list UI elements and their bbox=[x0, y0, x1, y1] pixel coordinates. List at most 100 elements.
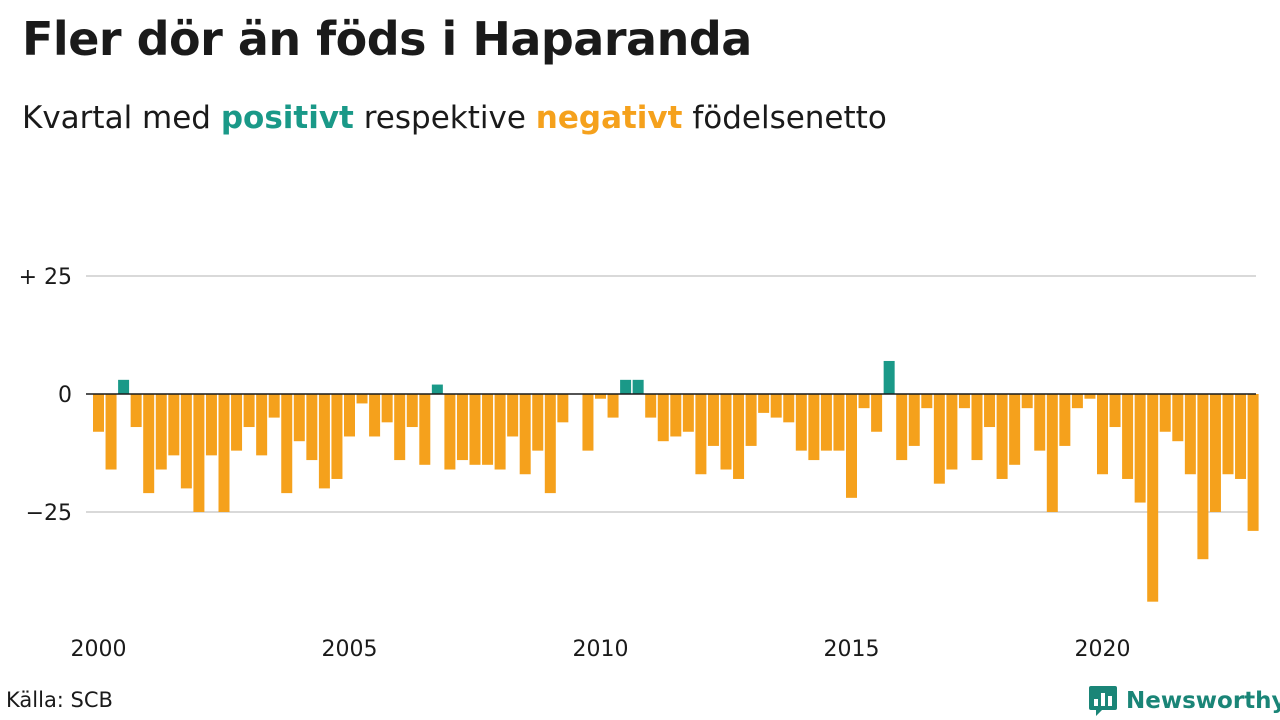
brand-name: Newsworthy bbox=[1126, 688, 1280, 714]
y-tick-labels: + 25 0 −25 bbox=[19, 265, 72, 526]
bar bbox=[431, 384, 443, 394]
bars bbox=[93, 360, 1259, 602]
bar bbox=[770, 394, 782, 418]
bar bbox=[356, 394, 368, 404]
bar bbox=[758, 394, 770, 413]
x-tick-label: 2000 bbox=[71, 637, 127, 662]
bar bbox=[231, 394, 243, 451]
x-tick-label: 2015 bbox=[824, 637, 880, 662]
bar bbox=[482, 394, 494, 465]
bar bbox=[820, 394, 832, 451]
bar bbox=[155, 394, 167, 470]
bar bbox=[645, 394, 657, 418]
bar bbox=[657, 394, 669, 442]
bar bbox=[243, 394, 255, 428]
bar bbox=[971, 394, 983, 461]
bar bbox=[118, 379, 130, 394]
bar bbox=[1147, 394, 1159, 602]
brand-logo: Newsworthy bbox=[1088, 684, 1280, 718]
bar bbox=[984, 394, 996, 428]
bar bbox=[205, 394, 217, 456]
bar bbox=[745, 394, 757, 446]
x-tick-label: 2020 bbox=[1075, 637, 1131, 662]
bar bbox=[1046, 394, 1058, 512]
bar bbox=[1184, 394, 1196, 475]
bar bbox=[682, 394, 694, 432]
bar bbox=[130, 394, 142, 428]
bar bbox=[306, 394, 318, 461]
bar bbox=[344, 394, 355, 437]
subtitle-middle: respektive bbox=[353, 100, 536, 136]
bar bbox=[281, 394, 293, 494]
bar bbox=[908, 394, 920, 446]
bar bbox=[871, 394, 883, 432]
bar bbox=[469, 394, 481, 465]
bar bbox=[1159, 394, 1171, 432]
bar bbox=[557, 394, 569, 423]
bar bbox=[1021, 394, 1033, 409]
bar bbox=[381, 394, 393, 423]
bar bbox=[293, 394, 305, 442]
subtitle-suffix: födelsenetto bbox=[682, 100, 887, 136]
bar bbox=[519, 394, 531, 475]
x-tick-label: 2005 bbox=[322, 637, 378, 662]
y-tick-label: −25 bbox=[26, 501, 72, 526]
gridlines bbox=[86, 275, 1256, 513]
bar bbox=[105, 394, 117, 470]
subtitle-negative-word: negativt bbox=[535, 100, 683, 136]
bar bbox=[595, 394, 606, 399]
bar bbox=[1197, 394, 1209, 560]
bar bbox=[532, 394, 544, 451]
bar bbox=[783, 394, 795, 423]
x-tick-labels: 2000 2005 2010 2015 2020 bbox=[71, 637, 1131, 662]
bar bbox=[607, 394, 619, 418]
bar bbox=[1071, 394, 1083, 409]
bar bbox=[419, 394, 431, 465]
bar bbox=[883, 360, 895, 394]
bar bbox=[168, 394, 180, 456]
bar bbox=[958, 394, 970, 409]
bar bbox=[1084, 394, 1096, 399]
bar bbox=[632, 379, 644, 394]
bar bbox=[707, 394, 719, 446]
chart-speech-bubble-icon bbox=[1089, 686, 1117, 716]
bar bbox=[444, 394, 456, 470]
bar bbox=[695, 394, 707, 475]
y-tick-label: + 25 bbox=[19, 265, 72, 290]
bar bbox=[946, 394, 958, 470]
bar bbox=[1134, 394, 1146, 503]
bar bbox=[1222, 394, 1234, 475]
bar bbox=[582, 394, 594, 451]
source-note: Källa: SCB bbox=[6, 688, 113, 712]
bar bbox=[858, 394, 870, 409]
bar bbox=[896, 394, 908, 461]
bar bbox=[93, 394, 104, 432]
bar bbox=[507, 394, 519, 437]
bar bbox=[1172, 394, 1184, 442]
bar bbox=[795, 394, 807, 451]
bar bbox=[996, 394, 1008, 479]
bar bbox=[833, 394, 845, 451]
bar bbox=[733, 394, 745, 479]
bar bbox=[494, 394, 506, 470]
bar bbox=[218, 394, 230, 512]
bar bbox=[620, 379, 632, 394]
x-tick-label: 2010 bbox=[573, 637, 629, 662]
bar bbox=[180, 394, 192, 489]
bar bbox=[268, 394, 280, 418]
bar bbox=[193, 394, 205, 512]
subtitle-positive-word: positivt bbox=[220, 100, 354, 136]
subtitle-prefix: Kvartal med bbox=[22, 100, 221, 136]
bar bbox=[1247, 394, 1259, 531]
y-tick-label: 0 bbox=[58, 383, 72, 408]
bar bbox=[331, 394, 343, 479]
bar bbox=[1009, 394, 1021, 465]
bar bbox=[808, 394, 820, 461]
bar bbox=[1109, 394, 1121, 428]
bar bbox=[720, 394, 732, 470]
bar bbox=[1059, 394, 1071, 446]
bar bbox=[369, 394, 381, 437]
bar bbox=[1122, 394, 1134, 479]
bar bbox=[143, 394, 155, 494]
bar bbox=[670, 394, 682, 437]
